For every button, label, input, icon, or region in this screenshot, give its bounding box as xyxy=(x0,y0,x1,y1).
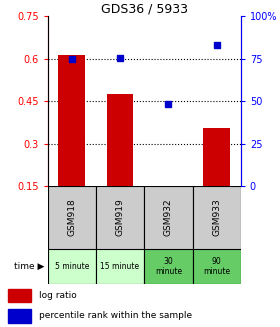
Bar xyxy=(96,249,144,284)
Bar xyxy=(144,186,193,249)
Title: GDS36 / 5933: GDS36 / 5933 xyxy=(101,2,188,15)
Bar xyxy=(193,249,241,284)
Bar xyxy=(48,249,96,284)
Bar xyxy=(8,289,31,302)
Text: 90
minute: 90 minute xyxy=(203,257,230,276)
Text: log ratio: log ratio xyxy=(39,291,77,300)
Bar xyxy=(107,94,133,186)
Text: 30
minute: 30 minute xyxy=(155,257,182,276)
Bar xyxy=(48,186,96,249)
Text: 15 minute: 15 minute xyxy=(101,262,140,271)
Bar xyxy=(8,309,31,323)
Text: percentile rank within the sample: percentile rank within the sample xyxy=(39,311,192,320)
Text: GSM918: GSM918 xyxy=(67,198,76,236)
Text: GSM933: GSM933 xyxy=(212,198,221,236)
Bar xyxy=(59,55,85,186)
Bar xyxy=(193,186,241,249)
Bar xyxy=(96,186,144,249)
Text: 5 minute: 5 minute xyxy=(55,262,89,271)
Text: GSM919: GSM919 xyxy=(116,198,125,236)
Text: time ▶: time ▶ xyxy=(15,262,45,271)
Bar xyxy=(203,128,230,186)
Bar xyxy=(144,249,193,284)
Text: GSM932: GSM932 xyxy=(164,198,173,236)
